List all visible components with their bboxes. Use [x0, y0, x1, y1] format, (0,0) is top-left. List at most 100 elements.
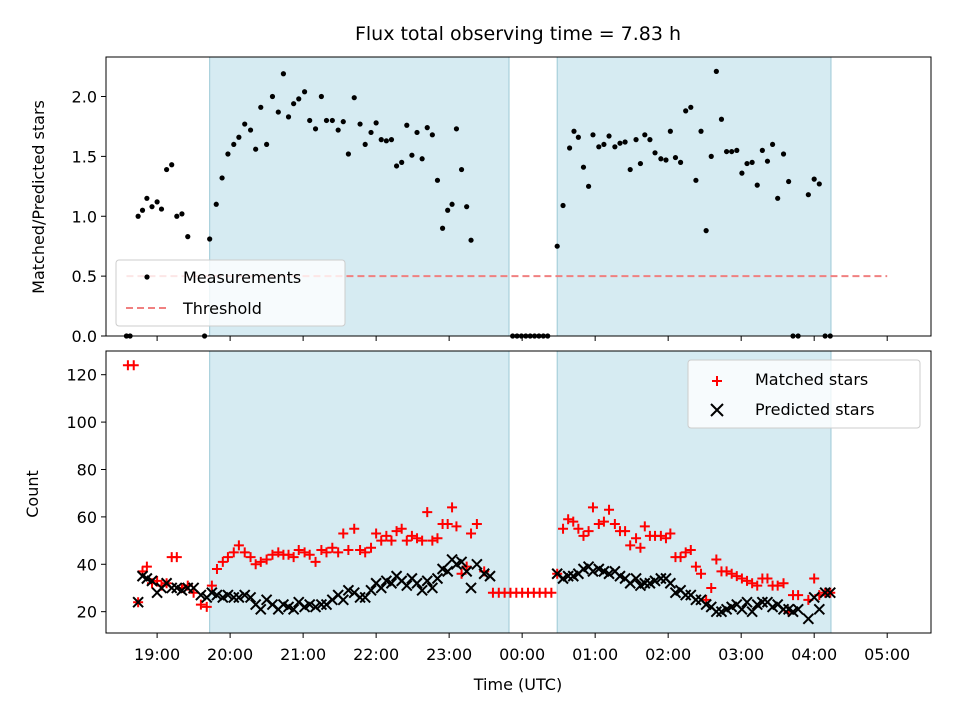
matched-star-point	[742, 575, 753, 586]
matched-star-point	[310, 556, 321, 567]
top-y-ticks: 0.0 0.5 1.0 1.5 2.0	[72, 88, 106, 346]
measurement-point	[672, 154, 679, 161]
matched-star-point	[809, 573, 820, 584]
measurement-point	[713, 68, 719, 74]
matched-star-point	[396, 523, 407, 534]
predicted-star-point	[228, 591, 240, 604]
measurement-point	[786, 178, 792, 185]
matched-star-point	[675, 552, 686, 563]
measurement-point	[688, 104, 694, 110]
predicted-star-point	[309, 601, 322, 613]
x-axis-label: Time (UTC)	[473, 675, 562, 694]
measurement-point	[567, 145, 573, 151]
legend-threshold-label: Threshold	[182, 299, 262, 318]
measurement-point	[612, 144, 618, 150]
predicted-star-point	[824, 587, 836, 599]
measurement-point	[312, 126, 319, 132]
predicted-star-point	[441, 565, 454, 578]
measurement-point	[207, 236, 213, 242]
bottom-x-tick-label: 22:00	[353, 645, 399, 664]
measurement-point	[739, 170, 745, 176]
matched-star-point	[655, 530, 666, 541]
chart-title: Flux total observing time = 7.83 h	[355, 23, 681, 45]
predicted-star-point	[375, 582, 387, 594]
predicted-star-point	[802, 613, 815, 625]
measurement-point	[149, 204, 155, 210]
matched-star-point	[747, 578, 758, 589]
measurement-point	[329, 117, 335, 124]
measurement-point	[231, 141, 237, 148]
count-panel: 20 40 60 80 100 120 19:00 20:00 21:00 22:00 23:00…	[23, 350, 932, 694]
measurement-point	[362, 141, 368, 148]
predicted-star-point	[233, 591, 245, 604]
matched-star-point	[793, 590, 804, 601]
predicted-star-point	[337, 594, 349, 606]
measurement-point	[154, 199, 160, 205]
measurement-point	[708, 153, 714, 159]
matched-star-point	[406, 530, 417, 541]
bottom-x-tick-label: 03:00	[718, 645, 764, 664]
matched-star-point	[391, 526, 402, 537]
measurement-point	[780, 151, 787, 157]
measurement-point	[580, 164, 587, 170]
predicted-star-point	[342, 584, 355, 597]
predicted-star-point	[431, 572, 444, 585]
matched-star-point	[412, 533, 423, 544]
bottom-y-tick-label: 40	[77, 555, 97, 574]
measurement-point	[445, 207, 451, 213]
top-y-tick-label: 1.0	[72, 207, 97, 226]
predicted-star-point	[303, 598, 316, 611]
matched-star-point	[598, 516, 609, 527]
predicted-star-point	[819, 587, 831, 599]
legend-predicted-label: Predicted stars	[755, 400, 875, 419]
predicted-star-point	[354, 591, 366, 604]
measurement-point	[323, 117, 330, 124]
matched-star-point	[201, 601, 212, 612]
matched-star-point	[360, 547, 371, 558]
matched-star-point	[141, 561, 152, 572]
matched-star-point	[568, 516, 579, 527]
top-shaded-regions	[209, 56, 832, 337]
measurement-point	[764, 158, 771, 164]
matched-star-point	[447, 502, 458, 513]
matched-star-point	[217, 556, 228, 567]
predicted-star-point	[478, 568, 490, 580]
measurement-point	[258, 104, 264, 110]
measurement-point	[464, 204, 470, 210]
predicted-star-point	[401, 579, 413, 592]
measurement-point	[357, 121, 363, 127]
bottom-y-tick-label: 60	[77, 508, 97, 527]
measurement-point	[816, 181, 822, 187]
matched-star-point	[593, 518, 604, 529]
predicted-star-point	[679, 589, 692, 601]
predicted-star-point	[649, 575, 661, 587]
measurement-point	[642, 132, 648, 138]
matched-star-point	[432, 533, 443, 544]
predicted-star-point	[813, 603, 826, 616]
matched-star-point	[422, 507, 433, 518]
measurement-point	[439, 225, 446, 231]
matched-star-point	[288, 552, 299, 563]
predicted-star-point	[416, 584, 428, 597]
measurement-point	[213, 201, 219, 207]
predicted-star-point	[287, 603, 300, 616]
matched-star-point	[625, 540, 636, 551]
bottom-axes-frame	[105, 350, 932, 634]
bottom-x-ticks: 19:00 20:00 21:00 22:00 23:00 00:00 01:00 02:00…	[134, 633, 910, 664]
legend-measurements-label: Measurements	[183, 268, 301, 287]
predicted-star-point	[222, 589, 234, 601]
measurement-point	[414, 129, 420, 136]
measurement-point	[617, 140, 623, 146]
predicted-star-point	[710, 605, 723, 618]
predicted-star-point	[146, 575, 158, 587]
matched-star-point	[609, 518, 620, 529]
measurement-point	[606, 133, 612, 139]
matched-star-point	[349, 523, 360, 534]
matched-star-point	[752, 580, 763, 591]
matched-star-point	[128, 360, 139, 371]
predicted-star-point	[471, 558, 483, 570]
predicted-star-point	[211, 589, 223, 601]
matched-star-point	[706, 582, 717, 593]
predicted-legend-marker	[710, 403, 724, 417]
measurement-point	[179, 211, 185, 217]
